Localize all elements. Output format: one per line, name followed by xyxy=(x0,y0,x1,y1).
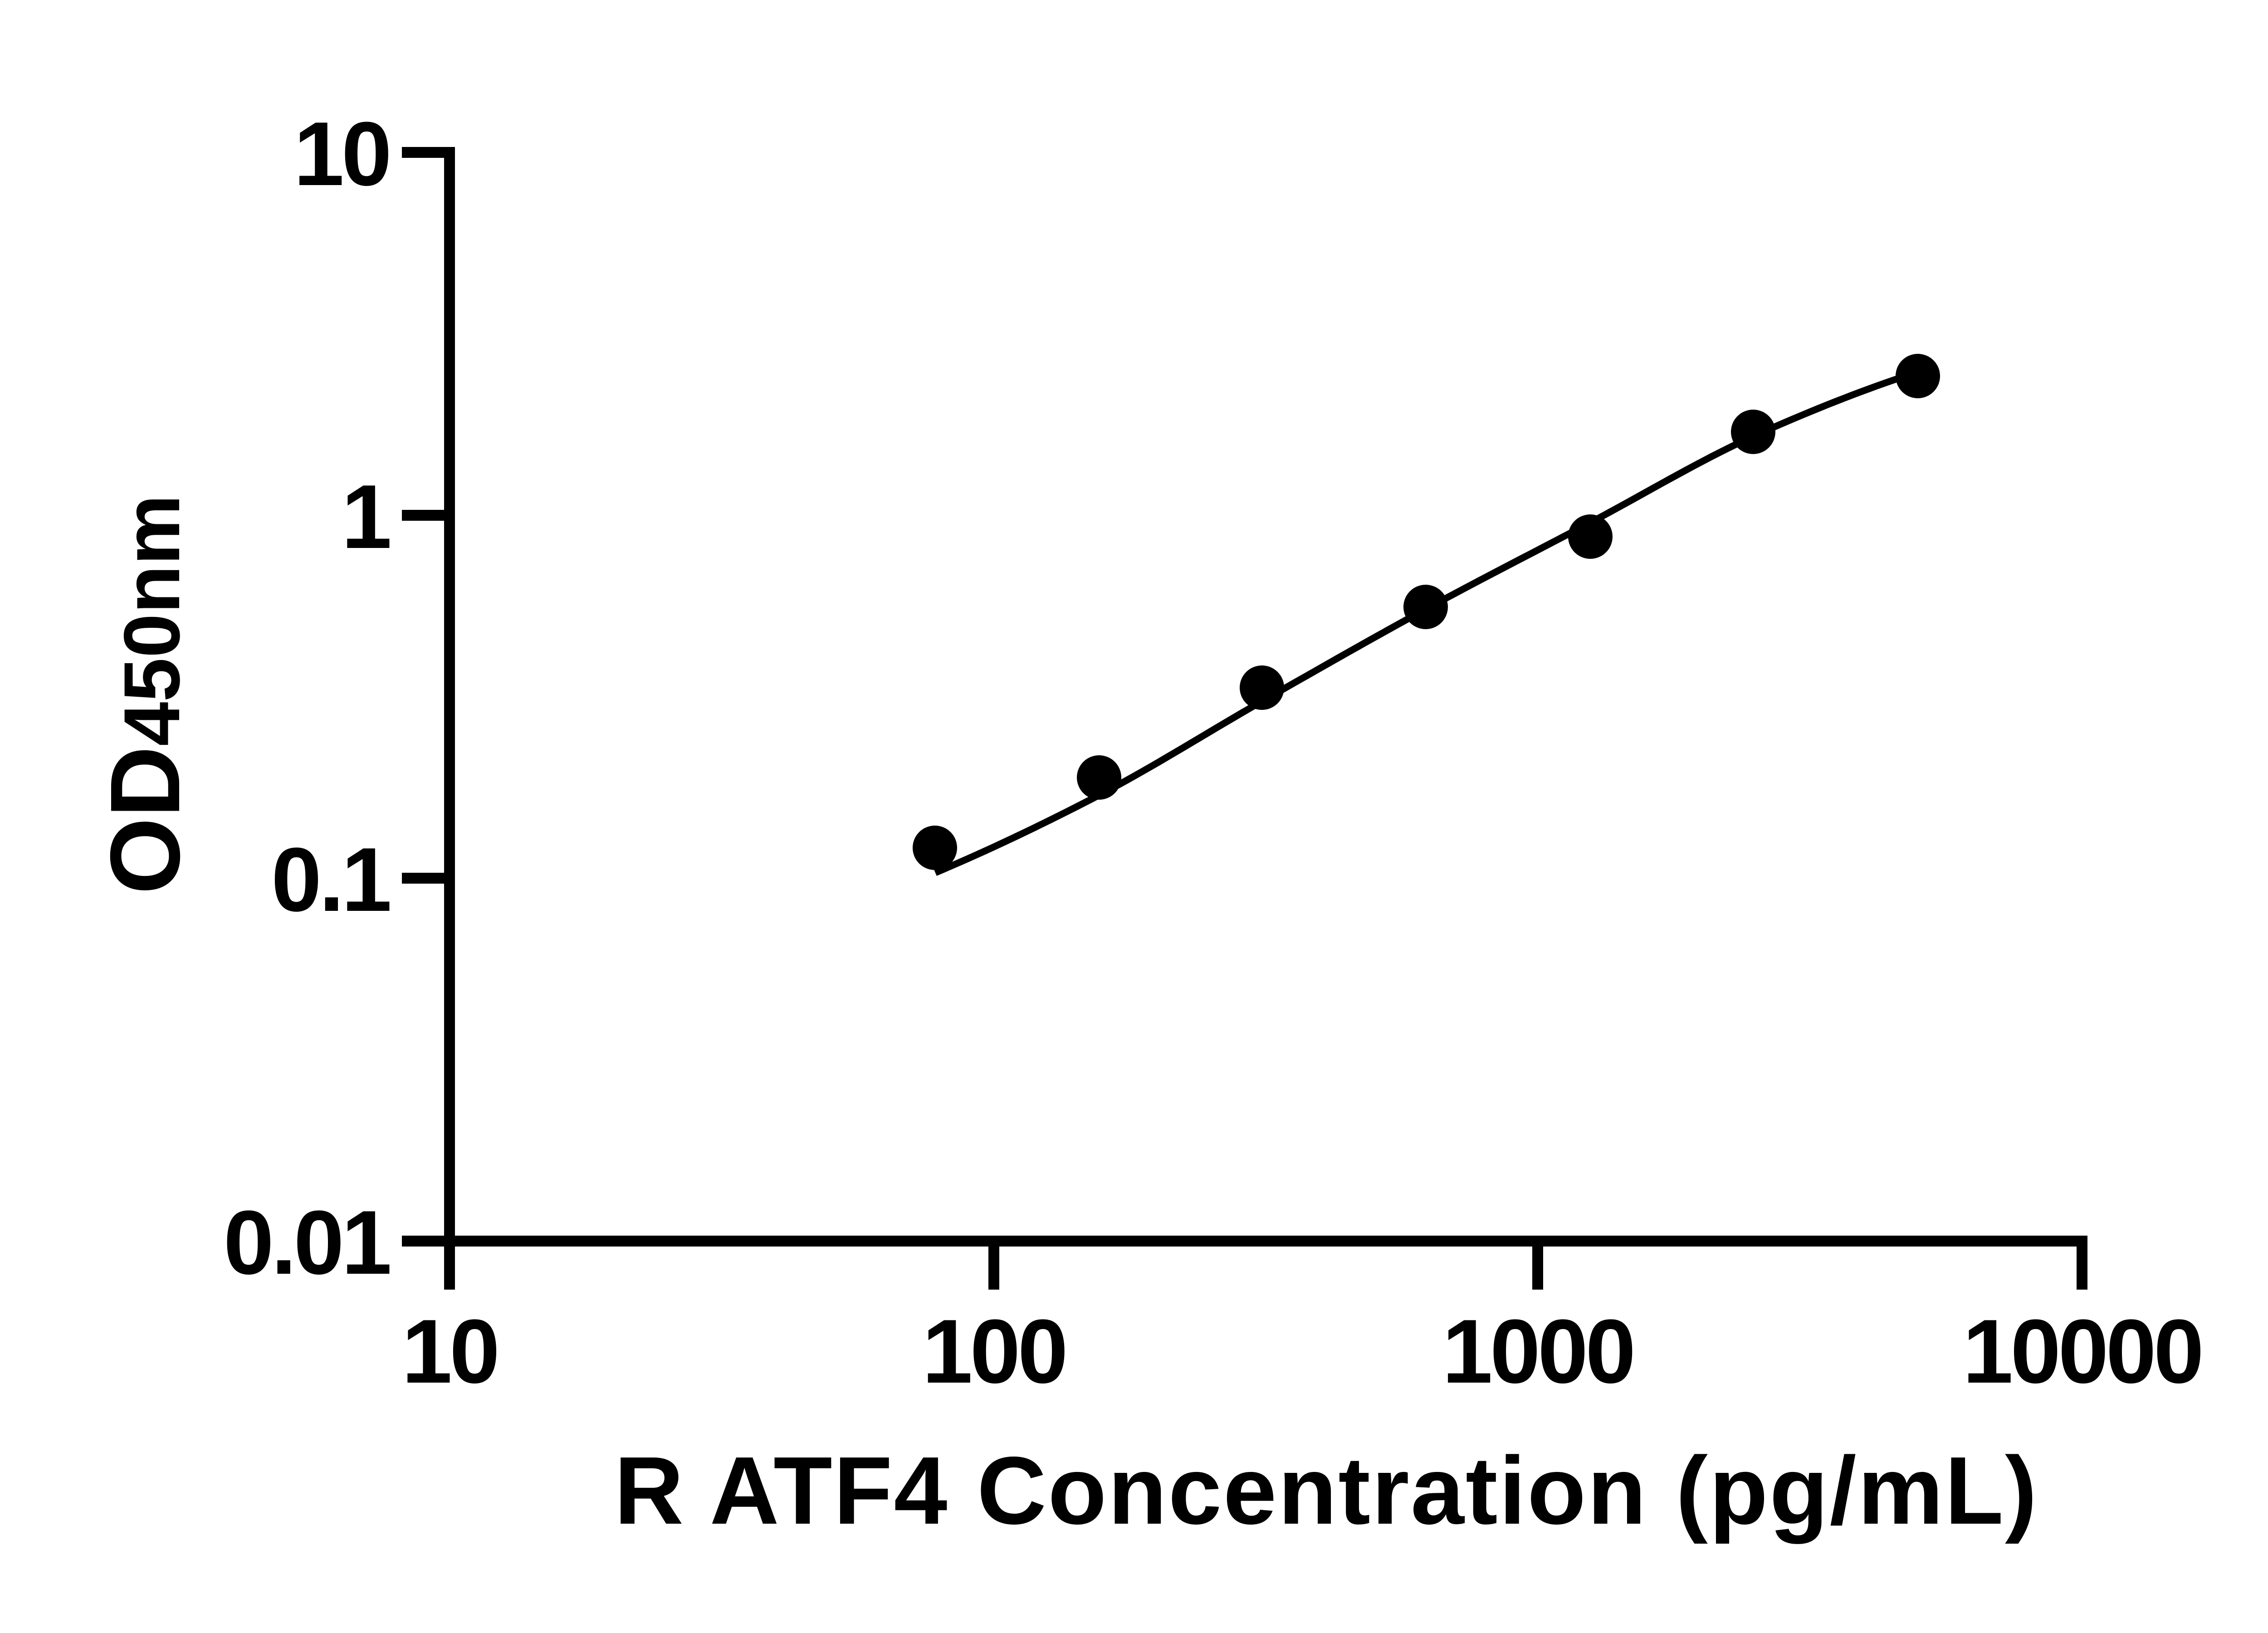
svg-text:0.01: 0.01 xyxy=(224,1192,390,1293)
svg-text:R ATF4 Concentration (pg/mL): R ATF4 Concentration (pg/mL) xyxy=(614,1437,2038,1544)
svg-text:1: 1 xyxy=(342,466,390,567)
svg-text:OD450nm: OD450nm xyxy=(90,494,200,894)
svg-text:10000: 10000 xyxy=(1963,1301,2201,1402)
svg-text:0.1: 0.1 xyxy=(271,829,390,930)
svg-text:10: 10 xyxy=(294,103,389,205)
svg-text:10: 10 xyxy=(402,1301,497,1402)
svg-text:100: 100 xyxy=(922,1301,1066,1402)
svg-text:1000: 1000 xyxy=(1442,1301,1633,1402)
